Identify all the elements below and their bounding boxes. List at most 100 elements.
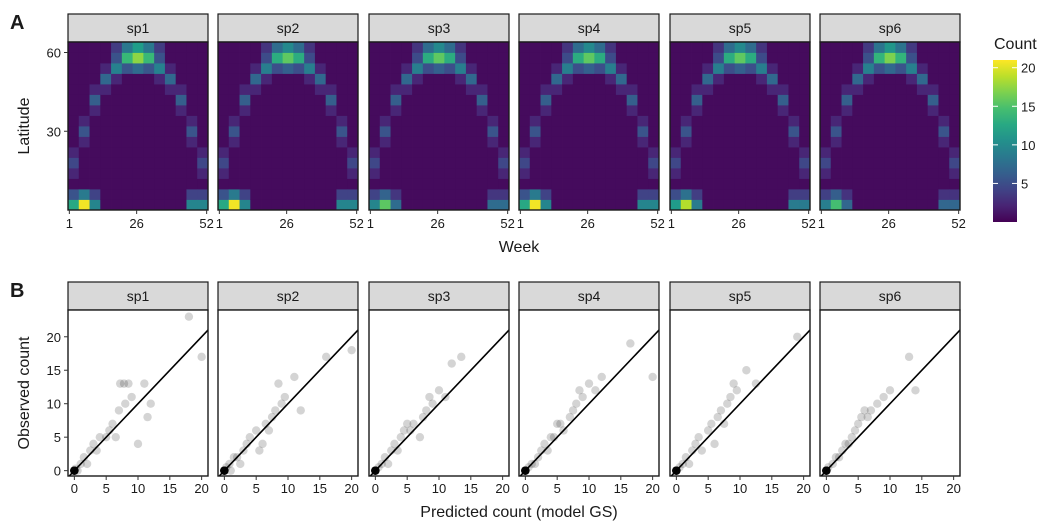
heat-cell bbox=[325, 115, 337, 127]
heat-cell bbox=[433, 63, 445, 74]
heat-cell bbox=[239, 52, 251, 64]
heat-cell bbox=[949, 189, 961, 200]
heat-cell bbox=[143, 94, 155, 106]
heatmap-frame bbox=[368, 41, 510, 211]
heat-cell bbox=[476, 168, 488, 179]
heat-cell bbox=[164, 63, 177, 74]
heat-cell bbox=[713, 84, 725, 95]
x-tick-label: 5 bbox=[705, 481, 712, 496]
heat-cell bbox=[572, 126, 585, 137]
heat-cell bbox=[282, 189, 294, 200]
facet-label: sp3 bbox=[428, 288, 451, 304]
heat-cell bbox=[734, 168, 746, 179]
heat-cell bbox=[916, 42, 929, 53]
heat-cell bbox=[938, 94, 950, 106]
scatter-point bbox=[732, 386, 742, 395]
heat-cell bbox=[239, 178, 251, 190]
heat-cell bbox=[293, 52, 305, 64]
heat-cell bbox=[100, 136, 112, 148]
heat-cell bbox=[551, 136, 563, 148]
heat-cell bbox=[487, 94, 499, 106]
heat-cell bbox=[164, 52, 177, 64]
heat-cell bbox=[336, 63, 348, 74]
heat-cell bbox=[540, 147, 552, 158]
x-tick-label: 15 bbox=[464, 481, 478, 496]
heat-cell bbox=[143, 63, 155, 74]
heat-cell bbox=[218, 94, 230, 106]
heat-cell bbox=[347, 105, 359, 116]
heat-cell bbox=[228, 105, 240, 116]
heat-cell bbox=[78, 84, 90, 95]
heat-cell bbox=[766, 42, 779, 53]
x-tick-label: 10 bbox=[733, 481, 747, 496]
heat-cell bbox=[873, 52, 886, 64]
heat-cell bbox=[197, 63, 209, 74]
heat-cell bbox=[799, 189, 811, 200]
heat-cell bbox=[154, 84, 166, 95]
heat-cell bbox=[519, 42, 531, 53]
heat-cell bbox=[347, 115, 359, 127]
heat-cell bbox=[401, 84, 413, 95]
x-tick-label: 1 bbox=[367, 216, 374, 231]
scatter-point bbox=[296, 406, 305, 415]
heat-cell bbox=[282, 147, 294, 158]
heat-cell bbox=[100, 189, 112, 200]
y-tick-label: 5 bbox=[54, 430, 61, 445]
heat-cell bbox=[379, 105, 391, 116]
heat-cell bbox=[325, 136, 337, 148]
heat-cell bbox=[197, 84, 209, 95]
heat-cell bbox=[218, 73, 230, 85]
heat-cell bbox=[476, 178, 488, 190]
heat-cell bbox=[100, 157, 112, 169]
heat-cell bbox=[626, 126, 638, 137]
heat-cell bbox=[465, 157, 478, 169]
heat-cell bbox=[605, 115, 617, 127]
heat-cell bbox=[186, 178, 198, 190]
heat-cell bbox=[143, 168, 155, 179]
heat-cell bbox=[863, 84, 875, 95]
scatter-point bbox=[726, 392, 735, 402]
heat-cell bbox=[788, 115, 800, 127]
heat-cell bbox=[271, 147, 284, 158]
heat-cell bbox=[884, 105, 896, 116]
heat-cell bbox=[132, 105, 144, 116]
heat-cell bbox=[562, 189, 574, 200]
heat-cell bbox=[89, 84, 101, 95]
heat-cell bbox=[519, 105, 531, 116]
heat-cell bbox=[766, 136, 779, 148]
heat-cell bbox=[218, 136, 230, 148]
heat-cell bbox=[863, 105, 875, 116]
heat-cell bbox=[132, 115, 144, 127]
heat-cell bbox=[895, 115, 907, 127]
scatter-point bbox=[428, 399, 437, 408]
heat-cell bbox=[529, 84, 541, 95]
heat-cell bbox=[713, 126, 725, 137]
heat-cell bbox=[551, 63, 563, 74]
heat-cell bbox=[745, 63, 757, 74]
heat-cell bbox=[132, 94, 144, 106]
heat-cell bbox=[562, 105, 574, 116]
heat-cell bbox=[412, 94, 424, 106]
heat-cell bbox=[293, 189, 305, 200]
scatter-point bbox=[626, 339, 635, 348]
heat-cell bbox=[799, 52, 811, 64]
heat-cell bbox=[938, 126, 950, 137]
heat-cell bbox=[314, 84, 327, 95]
heat-cell bbox=[422, 52, 435, 64]
heat-cell bbox=[433, 199, 445, 211]
heat-cell bbox=[906, 52, 918, 64]
heat-cell bbox=[390, 147, 402, 158]
heat-cell bbox=[551, 147, 563, 158]
heat-cell bbox=[197, 105, 209, 116]
heat-cell bbox=[551, 52, 563, 64]
heat-cell bbox=[132, 189, 144, 200]
scatter-point bbox=[863, 412, 872, 422]
heat-cell bbox=[239, 63, 251, 74]
heat-cell bbox=[713, 42, 725, 53]
heat-cell bbox=[938, 42, 950, 53]
heat-cell bbox=[906, 126, 918, 137]
scatter-facet-sp1: sp1 0 5 10 15 20 bbox=[67, 281, 209, 496]
heat-cell bbox=[852, 73, 864, 85]
heat-cell bbox=[433, 52, 445, 64]
heat-cell bbox=[745, 189, 757, 200]
